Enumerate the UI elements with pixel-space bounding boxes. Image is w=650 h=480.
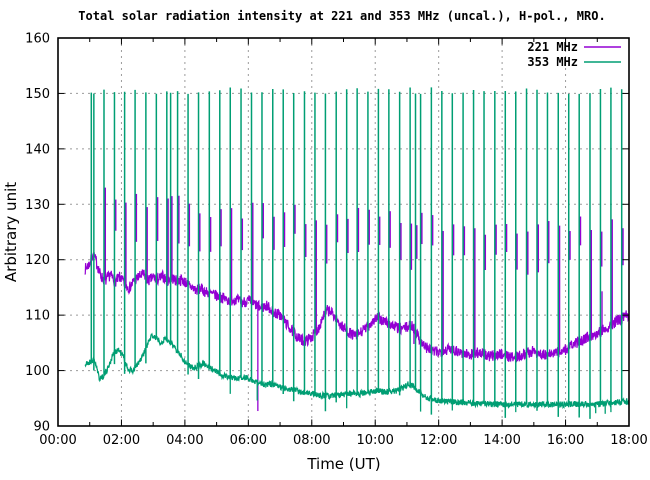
y-tick-label: 140: [25, 142, 50, 157]
legend: 221 MHz 353 MHz: [527, 40, 621, 69]
series-layer: [84, 87, 629, 419]
legend-label-221mhz: 221 MHz: [527, 40, 578, 54]
y-tick-label: 150: [25, 87, 50, 102]
x-axis-label: Time (UT): [306, 455, 380, 473]
x-tick-label: 14:00: [483, 433, 520, 448]
x-tick-label: 04:00: [166, 433, 203, 448]
series-353mhz: [84, 87, 629, 419]
x-tick-label: 18:00: [610, 433, 647, 448]
legend-label-353mhz: 353 MHz: [527, 55, 578, 69]
series-221mhz: [84, 187, 629, 412]
border-rect: [57, 37, 630, 427]
y-tick-label: 110: [25, 309, 50, 324]
x-tick-label: 16:00: [547, 433, 584, 448]
y-axis-label: Arbitrary unit: [2, 182, 20, 282]
y-tick-label: 100: [25, 364, 50, 379]
x-tick-label: 00:00: [39, 433, 76, 448]
x-tick-label: 08:00: [293, 433, 330, 448]
grid: [58, 38, 629, 426]
tick-labels: 00:00 02:00 04:00 06:00 08:00 10:00 12:00 14:00…: [25, 32, 648, 449]
axis-ticks: [57, 37, 630, 427]
chart-title: Total solar radiation intensity at 221 a…: [78, 9, 605, 23]
y-tick-label: 160: [25, 32, 50, 47]
plot-border: [57, 37, 630, 427]
y-tick-label: 130: [25, 198, 50, 213]
x-tick-label: 02:00: [103, 433, 140, 448]
y-tick-label: 90: [33, 420, 50, 435]
x-tick-label: 06:00: [230, 433, 267, 448]
x-tick-label: 10:00: [356, 433, 393, 448]
y-tick-label: 120: [25, 253, 50, 268]
x-tick-label: 12:00: [420, 433, 457, 448]
